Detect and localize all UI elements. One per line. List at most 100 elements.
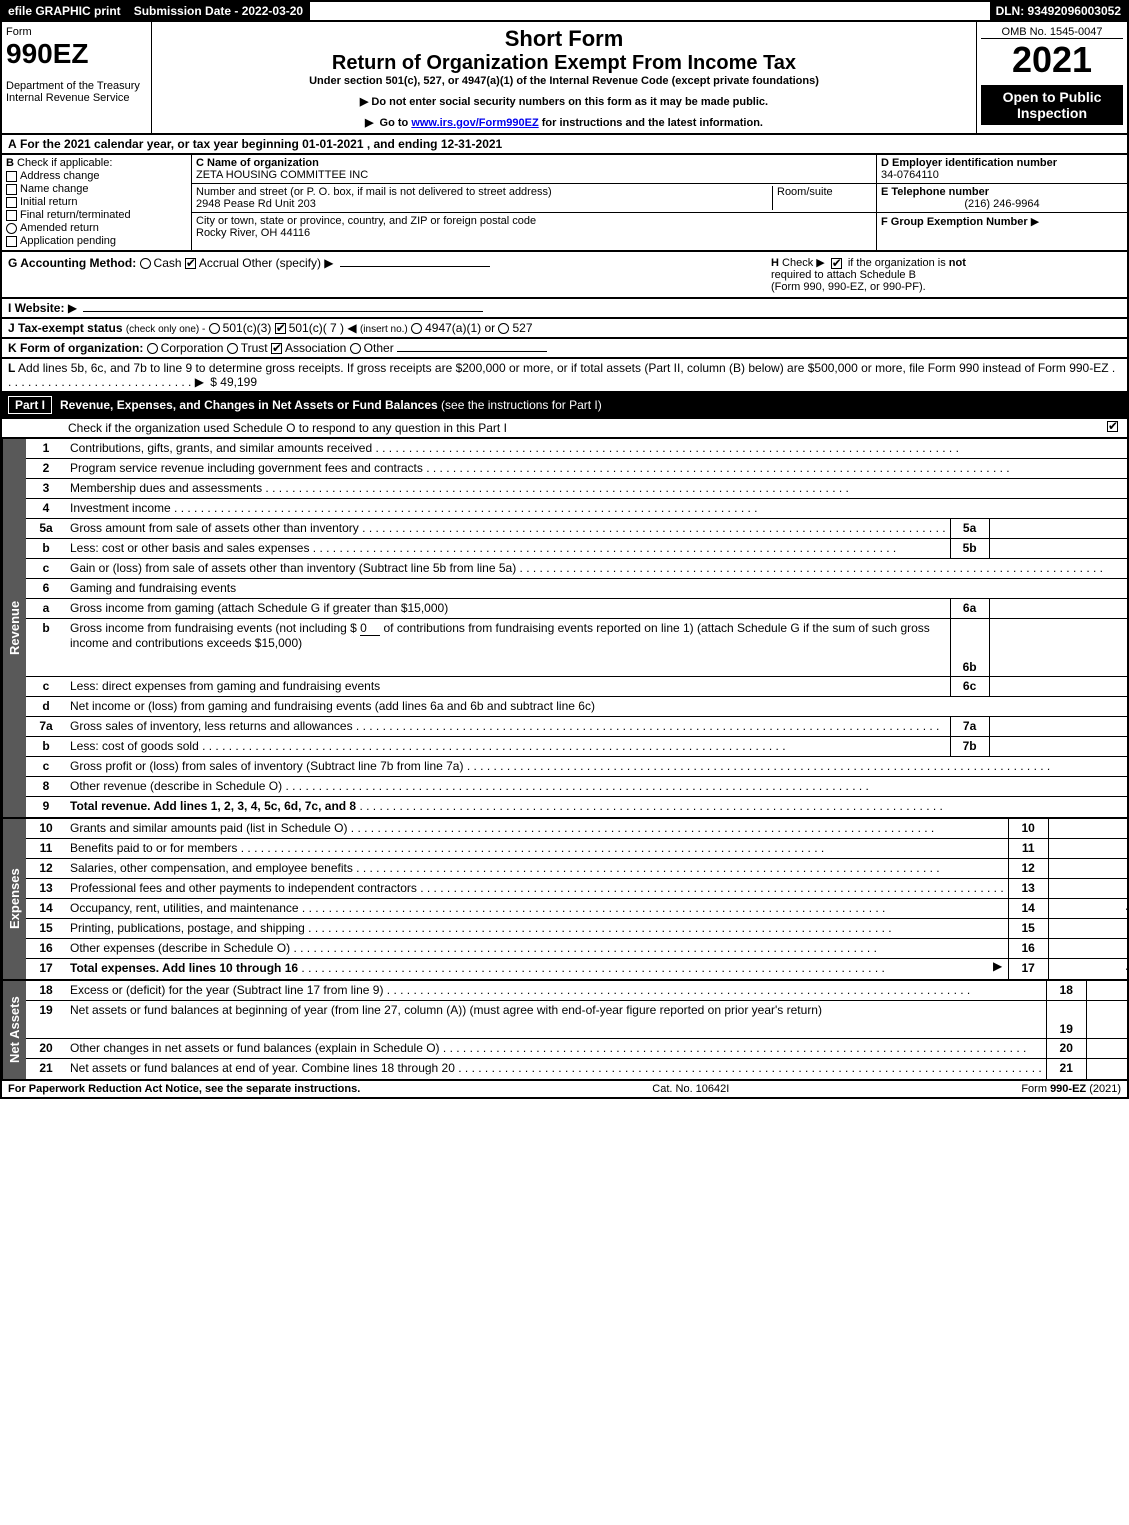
radio-trust[interactable] — [227, 343, 238, 354]
org-name: ZETA HOUSING COMMITTEE INC — [196, 169, 872, 181]
street-value: 2948 Pease Rd Unit 203 — [196, 198, 772, 210]
l11-no: 11 — [26, 839, 66, 858]
efile-label[interactable]: efile GRAPHIC print — [2, 2, 128, 20]
line-17: 17Total expenses. Add lines 10 through 1… — [26, 959, 1129, 979]
row-k: K Form of organization: Corporation Trus… — [0, 339, 1129, 359]
chk-final-return[interactable]: Final return/terminated — [6, 209, 187, 221]
h-text3: required to attach Schedule B — [771, 269, 916, 281]
dln: DLN: 93492096003052 — [990, 2, 1127, 20]
expenses-section: Expenses 10Grants and similar amounts pa… — [0, 819, 1129, 981]
goto-note: Go to www.irs.gov/Form990EZ for instruct… — [156, 116, 972, 129]
l7b-sub: 7b — [950, 737, 990, 756]
l17-val: 46,711 — [1048, 959, 1129, 979]
l5a-desc: Gross amount from sale of assets other t… — [66, 519, 950, 538]
l6a-sub: 6a — [950, 599, 990, 618]
l17-no: 17 — [26, 959, 66, 979]
col-b: B Check if applicable: Address change Na… — [2, 155, 192, 250]
col-c: C Name of organization ZETA HOUSING COMM… — [192, 155, 877, 250]
l6c-subval: 0 — [990, 677, 1129, 696]
l16-no: 16 — [26, 939, 66, 958]
l17-num: 17 — [1008, 959, 1048, 979]
chk-accrual[interactable] — [185, 258, 196, 269]
j-label: J Tax-exempt status — [8, 321, 123, 335]
website-input[interactable] — [83, 311, 483, 312]
radio-501c3[interactable] — [209, 323, 220, 334]
l19-val: 239,766 — [1086, 1001, 1129, 1038]
l8-desc: Other revenue (describe in Schedule O) — [66, 777, 1129, 796]
header-left: Form 990EZ Department of the Treasury In… — [2, 22, 152, 133]
line-14: 14Occupancy, rent, utilities, and mainte… — [26, 899, 1129, 919]
part1-header: Part I Revenue, Expenses, and Changes in… — [0, 393, 1129, 419]
top-bar: efile GRAPHIC print Submission Date - 20… — [0, 0, 1129, 22]
dept-label: Department of the Treasury Internal Reve… — [6, 80, 147, 104]
line-1: 1Contributions, gifts, grants, and simil… — [26, 439, 1129, 459]
l1-desc: Contributions, gifts, grants, and simila… — [66, 439, 1129, 458]
box-bcd: B Check if applicable: Address change Na… — [0, 155, 1129, 252]
city-value: Rocky River, OH 44116 — [196, 227, 872, 239]
radio-other[interactable] — [350, 343, 361, 354]
h-text4: (Form 990, 990-EZ, or 990-PF). — [771, 281, 926, 293]
radio-cash[interactable] — [140, 258, 151, 269]
line-4: 4Investment income40 — [26, 499, 1129, 519]
l4-desc: Investment income — [66, 499, 1129, 518]
j-insert: (insert no.) — [360, 324, 408, 335]
chk-application-pending[interactable]: Application pending — [6, 235, 187, 247]
street-label: Number and street (or P. O. box, if mail… — [196, 186, 772, 198]
city-cell: City or town, state or province, country… — [192, 213, 876, 241]
l5b-subval: 0 — [990, 539, 1129, 558]
l6c-no: c — [26, 677, 66, 696]
k-other-input[interactable] — [397, 351, 547, 352]
other-specify-input[interactable] — [340, 266, 490, 267]
chk-address-change[interactable]: Address change — [6, 170, 187, 182]
radio-corp[interactable] — [147, 343, 158, 354]
l11-num: 11 — [1008, 839, 1048, 858]
l9-desc: Total revenue. Add lines 1, 2, 3, 4, 5c,… — [66, 797, 1129, 817]
l6d-desc: Net income or (loss) from gaming and fun… — [66, 697, 1129, 716]
l7b-no: b — [26, 737, 66, 756]
c-name-label: C Name of organization — [196, 157, 872, 169]
irs-link[interactable]: www.irs.gov/Form990EZ — [411, 117, 538, 129]
chk-amended-return[interactable]: Amended return — [6, 222, 187, 234]
i-label: I Website: — [8, 301, 64, 315]
radio-4947[interactable] — [411, 323, 422, 334]
chk-initial-return[interactable]: Initial return — [6, 196, 187, 208]
phone-label: E Telephone number — [881, 186, 1123, 198]
street-cell: Number and street (or P. O. box, if mail… — [192, 184, 876, 213]
l14-no: 14 — [26, 899, 66, 918]
part1-label: Part I — [8, 396, 52, 414]
footer-right: Form 990-EZ (2021) — [1021, 1083, 1121, 1095]
k-other: Other — [364, 341, 394, 355]
l20-desc: Other changes in net assets or fund bala… — [66, 1039, 1046, 1058]
l13-num: 13 — [1008, 879, 1048, 898]
chk-name-change[interactable]: Name change — [6, 183, 187, 195]
l19-no: 19 — [26, 1001, 66, 1038]
footer-left: For Paperwork Reduction Act Notice, see … — [8, 1083, 360, 1095]
b-check-if: Check if applicable: — [17, 157, 112, 169]
radio-527[interactable] — [498, 323, 509, 334]
chk-schedule-o[interactable] — [1107, 421, 1118, 432]
l8-no: 8 — [26, 777, 66, 796]
chk-final-label: Final return/terminated — [20, 209, 131, 221]
line-15: 15Printing, publications, postage, and s… — [26, 919, 1129, 939]
l10-no: 10 — [26, 819, 66, 838]
return-title: Return of Organization Exempt From Incom… — [156, 52, 972, 75]
l6b-amt: 0 — [360, 621, 380, 636]
h-text2: if the organization is — [848, 257, 946, 269]
chk-schedule-b-not-required[interactable] — [831, 258, 842, 269]
row-a-label: A — [8, 137, 17, 151]
l5c-desc: Gain or (loss) from sale of assets other… — [66, 559, 1129, 578]
chk-address-label: Address change — [20, 170, 100, 182]
l6-no: 6 — [26, 579, 66, 598]
room-label: Room/suite — [772, 186, 872, 210]
tax-year: 2021 — [981, 39, 1123, 81]
form-word: Form — [6, 26, 147, 38]
line-21: 21Net assets or fund balances at end of … — [26, 1059, 1129, 1079]
chk-association[interactable] — [271, 343, 282, 354]
chk-init-label: Initial return — [20, 196, 77, 208]
line-6: 6Gaming and fundraising events — [26, 579, 1129, 599]
line-5b: bLess: cost or other basis and sales exp… — [26, 539, 1129, 559]
chk-501c[interactable] — [275, 323, 286, 334]
l5b-no: b — [26, 539, 66, 558]
l19-desc: Net assets or fund balances at beginning… — [66, 1001, 1046, 1038]
omb-number: OMB No. 1545-0047 — [981, 26, 1123, 39]
